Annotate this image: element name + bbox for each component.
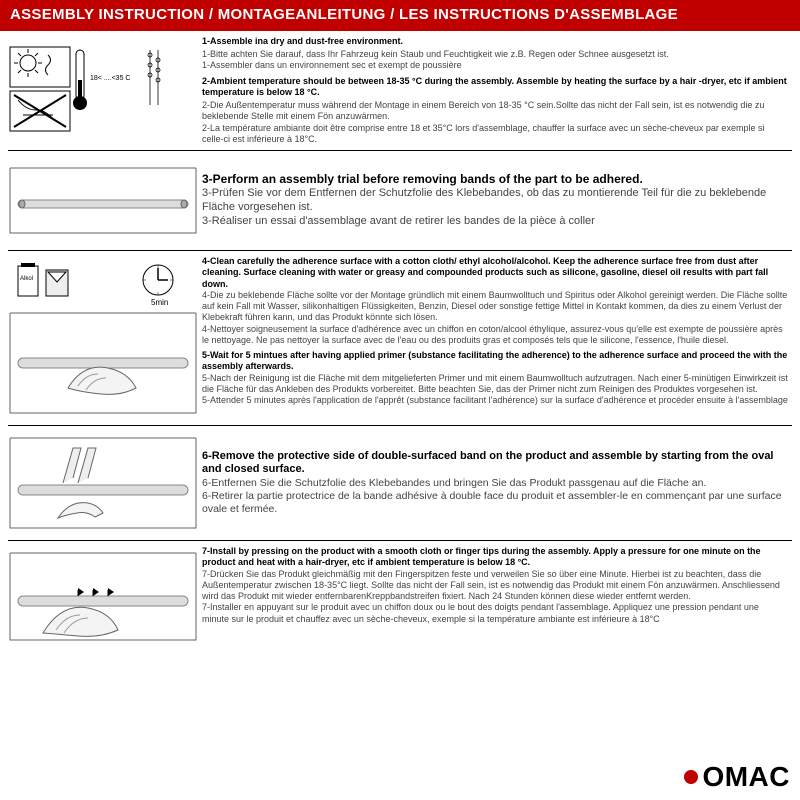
step6-de: 6-Entfernen Sie die Schutzfolie des Kleb… [202,477,788,490]
brand-name: OMAC [702,759,790,794]
step2-de: 2-Die Außentemperatur muss während der M… [202,100,788,123]
step5-de: 5-Nach der Reinigung ist die Fläche mit … [202,373,788,396]
illustration-1: 18< ....<35 C [8,36,198,145]
svg-text:18< ....<35 C: 18< ....<35 C [90,75,130,82]
illustration-3: Alkol 5min [8,256,198,420]
illustration-2 [8,156,198,245]
svg-text:5min: 5min [151,298,168,307]
step3-en: 3-Perform an assembly trial before remov… [202,172,788,187]
step3-fr: 3-Réaliser un essai d'assemblage avant d… [202,215,788,229]
page-title: ASSEMBLY INSTRUCTION / MONTAGEANLEITUNG … [0,0,800,31]
step6-fr: 6-Retirer la partie protectrice de la ba… [202,490,788,516]
step2-en: 2-Ambient temperature should be between … [202,76,787,97]
illustration-4 [8,431,198,535]
step6-en: 6-Remove the protective side of double-s… [202,450,788,478]
brand-footer: OMAC [684,759,790,794]
step1-de: 1-Bitte achten Sie darauf, dass Ihr Fahr… [202,49,788,60]
step-row-3: Alkol 5min 4-Clean carefully the adheren… [8,251,792,426]
svg-text:Alkol: Alkol [20,276,33,282]
step3-de: 3-Prüfen Sie vor dem Entfernen der Schut… [202,187,788,215]
step7-en: 7-Install by pressing on the product wit… [202,546,788,569]
step-row-4: 6-Remove the protective side of double-s… [8,426,792,541]
step4-de: 4-Die zu beklebende Fläche sollte vor de… [202,290,788,324]
instruction-sheet: 18< ....<35 C 1-Assemble ina dry and dus… [0,31,800,650]
step5-fr: 5-Attender 5 minutes après l'application… [202,395,788,406]
brand-dot-icon [684,770,698,784]
step7-de: 7-Drücken Sie das Produkt gleichmäßig mi… [202,569,788,603]
step2-fr: 2-La température ambiante doit être comp… [202,123,788,146]
step1-en: 1-Assemble ina dry and dust-free environ… [202,36,403,46]
step-row-2: 3-Perform an assembly trial before remov… [8,151,792,251]
step1-fr: 1-Assembler dans un environnement sec et… [202,60,788,71]
step-row-1: 18< ....<35 C 1-Assemble ina dry and dus… [8,31,792,151]
step5-en: 5-Wait for 5 mintues after having applie… [202,350,788,373]
step4-fr: 4-Nettoyer soigneusement la surface d'ad… [202,324,788,347]
step4-en: 4-Clean carefully the adherence surface … [202,256,788,290]
step7-fr: 7-Installer en appuyant sur le produit a… [202,602,788,625]
illustration-5 [8,546,198,645]
step-row-5: 7-Install by pressing on the product wit… [8,541,792,650]
